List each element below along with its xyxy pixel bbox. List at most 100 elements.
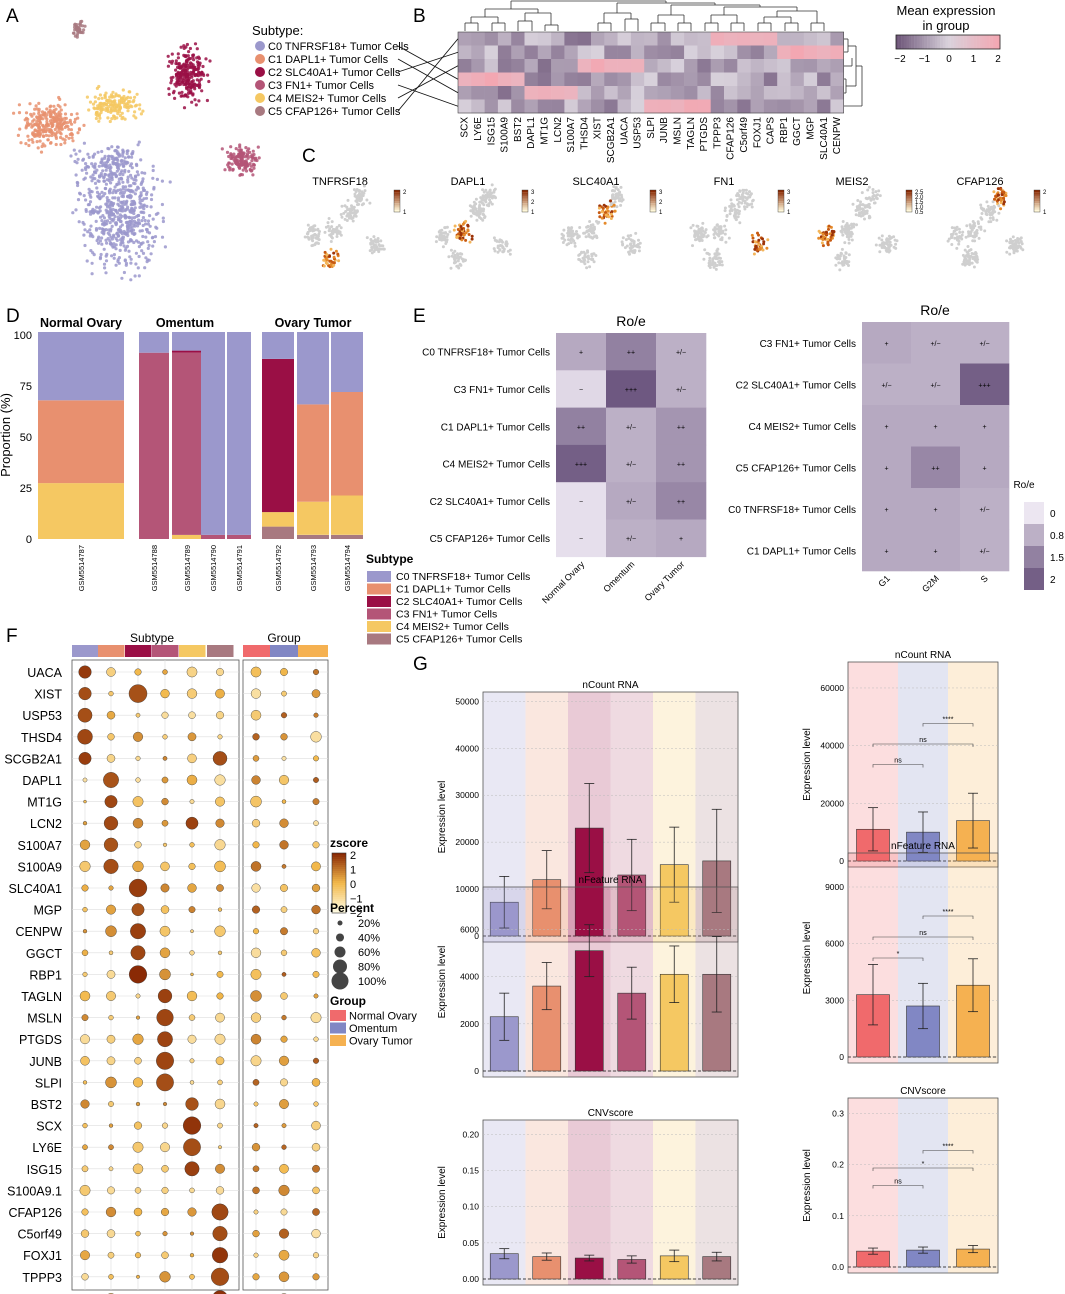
feature-point xyxy=(997,211,1001,215)
feature-point xyxy=(445,238,448,242)
feature-point xyxy=(841,227,845,231)
feature-point xyxy=(497,240,501,244)
umap-point xyxy=(77,29,81,33)
feature-point xyxy=(560,232,564,236)
feature-point xyxy=(328,259,332,263)
umap-point xyxy=(138,194,143,198)
umap-point xyxy=(149,197,154,202)
g-ytick: 0.20 xyxy=(462,1129,479,1139)
e-cell-label: + xyxy=(982,465,986,472)
umap-point xyxy=(171,91,176,95)
heatmap-cell xyxy=(684,32,698,46)
feature-point xyxy=(751,236,755,240)
gene-label: LY6E xyxy=(473,117,484,141)
f-dot xyxy=(216,668,224,676)
feature-point xyxy=(844,231,848,235)
umap-point xyxy=(197,70,201,74)
feature-point xyxy=(588,265,592,269)
feature-scale-tick: 3 xyxy=(531,190,535,196)
umap-point xyxy=(75,112,79,116)
heatmap-cell xyxy=(617,45,632,60)
feature-point xyxy=(820,241,824,245)
f-group-dot xyxy=(311,904,321,915)
f-dot xyxy=(82,821,88,826)
feature-point xyxy=(612,185,616,189)
feature-point xyxy=(953,236,957,240)
umap-point xyxy=(93,170,97,174)
feature-scale-step xyxy=(394,209,400,213)
umap-point xyxy=(246,163,250,167)
umap-point xyxy=(109,108,113,112)
heatmap-cell xyxy=(697,32,711,46)
umap-point xyxy=(138,205,142,209)
feature-point xyxy=(464,238,468,242)
umap-point xyxy=(114,92,118,96)
heatmap-cell xyxy=(710,72,725,87)
umap-point xyxy=(143,171,147,175)
feature-scale-step xyxy=(394,201,400,204)
f-dot xyxy=(82,906,88,913)
umap-point xyxy=(197,56,201,61)
f-percent-title: Percent xyxy=(330,901,374,915)
gene-label: CAPS xyxy=(766,117,777,145)
colorbar-border xyxy=(895,34,1001,50)
feature-point xyxy=(890,236,894,240)
umap-point xyxy=(197,82,201,86)
heatmap-cell xyxy=(803,99,818,114)
f-group-title: Group xyxy=(330,994,366,1008)
umap-point xyxy=(132,223,136,227)
e-legend-swatch xyxy=(1024,502,1044,524)
e-cell-label: ++ xyxy=(677,462,685,469)
feature-point xyxy=(981,207,984,211)
feature-point xyxy=(737,205,741,209)
e-cell xyxy=(656,370,707,408)
umap-point xyxy=(117,99,121,103)
umap-point xyxy=(138,229,142,233)
feature-point xyxy=(737,200,741,204)
f-group-dot xyxy=(281,799,287,804)
feature-point xyxy=(743,196,747,199)
heatmap-cell xyxy=(710,45,725,60)
d-bar-segment xyxy=(262,526,294,539)
umap-point xyxy=(180,90,184,94)
feature-point xyxy=(469,209,473,213)
heatmap-cell xyxy=(830,45,844,60)
f-dot xyxy=(214,1033,226,1045)
feature-point xyxy=(376,247,380,251)
umap-point xyxy=(91,102,96,106)
f-group-dot xyxy=(250,1012,262,1023)
d-ytick: 0 xyxy=(26,534,32,546)
umap-point xyxy=(52,104,56,108)
umap-point xyxy=(174,84,178,88)
d-xtick: GSM5514789 xyxy=(183,545,192,591)
panel-label-e: E xyxy=(413,306,426,327)
umap-point xyxy=(234,147,238,151)
heatmap-cell xyxy=(670,32,685,46)
umap-point xyxy=(187,85,191,89)
umap-point xyxy=(28,102,32,106)
umap-point xyxy=(114,209,118,213)
feature-point xyxy=(720,263,724,267)
feature-point xyxy=(575,232,579,236)
f-dot xyxy=(217,1079,223,1086)
feature-point xyxy=(714,231,717,235)
feature-point xyxy=(501,250,505,254)
heatmap-cell xyxy=(790,99,805,114)
g-frame xyxy=(482,1119,739,1286)
d-legend-swatch xyxy=(367,633,391,645)
umap-point xyxy=(100,96,104,100)
feature-point xyxy=(977,225,981,229)
umap-point xyxy=(105,98,109,102)
umap-point xyxy=(46,138,50,142)
umap-point xyxy=(37,107,41,111)
d-group-title: Omentum xyxy=(156,316,214,330)
feature-scale-step xyxy=(778,194,784,197)
umap-point xyxy=(144,192,149,196)
f-zscore-tick: 2 xyxy=(350,850,356,862)
heatmap-cell xyxy=(830,59,844,73)
heatmap-cell xyxy=(750,32,765,46)
feature-plot-title: FN1 xyxy=(714,176,735,188)
feature-point xyxy=(441,245,445,249)
feature-point xyxy=(352,214,356,218)
